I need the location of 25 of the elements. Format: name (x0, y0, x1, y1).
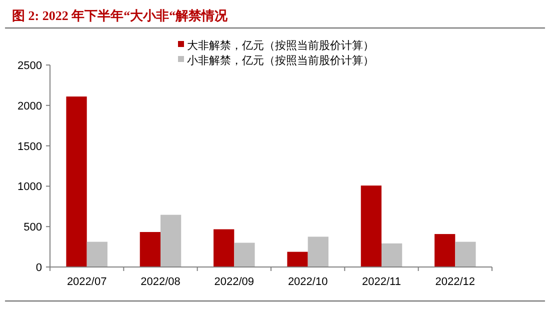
bar (140, 232, 160, 267)
x-tick-label: 2022/07 (66, 276, 107, 288)
y-tick-label: 500 (24, 222, 42, 234)
bar (308, 236, 328, 267)
bar (434, 234, 456, 267)
bar (382, 243, 402, 267)
bar (86, 242, 108, 267)
bar (234, 242, 255, 267)
y-tick-label: 2500 (18, 60, 42, 72)
bar (287, 252, 308, 267)
x-tick-label: 2022/08 (140, 276, 180, 288)
x-tick-label: 2022/10 (288, 276, 328, 288)
title: 图 2: 2022 年下半年“大小非“解禁情况 (12, 8, 228, 23)
bar (360, 186, 382, 267)
bar (455, 242, 476, 267)
y-tick-label: 0 (36, 262, 42, 274)
bar (66, 96, 87, 267)
x-tick-label: 2022/09 (214, 276, 254, 288)
y-tick-label: 1500 (18, 140, 42, 153)
y-tick-label: 1000 (18, 181, 42, 194)
x-tick-label: 2022/12 (435, 276, 476, 288)
bar (214, 229, 234, 267)
bar (160, 214, 182, 267)
x-tick-label: 2022/11 (362, 276, 401, 288)
y-tick-label: 2000 (18, 100, 42, 112)
